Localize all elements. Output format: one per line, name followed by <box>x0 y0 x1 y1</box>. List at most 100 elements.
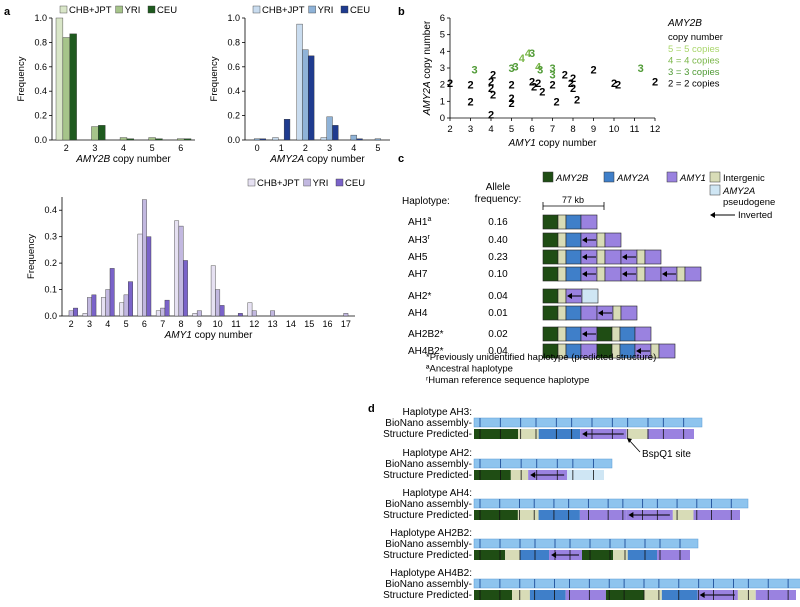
legend-entry: 4 = 4 copies <box>668 56 720 67</box>
segment-I <box>596 266 606 282</box>
y-tick-label: 0.2 <box>227 111 240 121</box>
allele-frequency: 0.02 <box>488 329 508 340</box>
segment-2B <box>542 232 559 248</box>
x-tick-label: 8 <box>179 319 184 329</box>
footnote: *Previously unidentified haplotype (pred… <box>426 352 656 363</box>
scatter-point: 2 <box>508 93 514 105</box>
legend-label: CHB+JPT <box>69 5 112 16</box>
predicted-label: Structure Predicted- <box>383 510 472 521</box>
segment-2A <box>565 266 582 282</box>
scatter-point: 3 <box>508 63 514 75</box>
bar-yri <box>62 37 70 141</box>
panel-label-a: a <box>4 6 11 18</box>
allele-frequency: 0.16 <box>488 217 508 228</box>
scatter-point: 2 <box>508 80 514 92</box>
y-axis-label: Frequency <box>209 56 220 101</box>
scatter-point: 2 <box>488 83 494 95</box>
panel-label-b: b <box>398 6 405 18</box>
scatter-point: 2 <box>490 90 496 102</box>
bar-yri <box>177 138 185 141</box>
bionano-label: BioNano assembly- <box>385 459 472 470</box>
allele-frequency: 0.40 <box>488 235 508 246</box>
segment-1 <box>604 232 622 248</box>
bar-yri <box>253 138 261 141</box>
legend-label: YRI <box>125 5 141 16</box>
x-axis-label: AMY1 copy number <box>164 330 253 341</box>
scatter-point: 3 <box>472 65 478 77</box>
segment-1 <box>658 343 676 359</box>
x-tick-label: 3 <box>87 319 92 329</box>
bionano-map <box>473 538 699 549</box>
legend-swatch <box>709 171 721 183</box>
bar-yri <box>68 310 74 317</box>
predicted-segment-2A <box>538 510 580 520</box>
bspq1-pointer <box>628 439 641 453</box>
legend-swatch-pseudogene <box>709 184 721 196</box>
inversion-arrowhead <box>582 431 588 437</box>
segment-2A <box>565 326 582 342</box>
y-tick-label: 0.4 <box>44 205 57 215</box>
legend-label: CHB+JPT <box>257 178 300 189</box>
predicted-segment-2A <box>519 550 550 560</box>
bar-chart-amy1: 0.0 0.1 0.2 0.3 0.4 2 3 4 5 6 7 8 9 10 11 12 13 14 15 16 17 F… <box>26 178 365 341</box>
segment-2B <box>542 326 559 342</box>
scatter-point: 2 <box>467 80 473 92</box>
predicted-segment-1 <box>657 550 690 560</box>
bar-yri <box>302 49 309 141</box>
scatter-point: 2 <box>574 95 580 107</box>
x-tick-label: 9 <box>197 319 202 329</box>
haplotype-row: AH5 0.23 <box>408 249 662 265</box>
panel-label-d: d <box>368 403 375 415</box>
y-tick-label: 4 <box>440 46 445 57</box>
haplotype-block: Haplotype AH4:BioNano assembly-Structure… <box>383 488 749 521</box>
bar-ceu <box>356 138 363 141</box>
haplotype-name: AH2* <box>408 291 431 302</box>
inversion-arrowhead <box>582 331 587 337</box>
predicted-segment-2B <box>474 590 513 600</box>
y-tick-label: 0.2 <box>44 258 57 268</box>
segment-2A <box>565 305 582 321</box>
scatter-point: 2 <box>535 78 541 90</box>
bar-chart-amy2b: 0.0 0.2 0.4 0.6 0.8 1.0 2 3 4 5 6 Frequency AMY2B co… <box>16 5 195 165</box>
bar-yri <box>326 116 333 141</box>
x-tick-label: 0 <box>255 143 260 153</box>
bar-yri <box>105 289 111 317</box>
segment-I <box>557 249 567 265</box>
legend-swatch <box>252 5 261 14</box>
scatter-point: 3 <box>638 63 644 75</box>
bar-ceu <box>332 125 339 141</box>
y-tick-label: 0.6 <box>34 62 47 72</box>
legend-swatch <box>335 178 344 187</box>
haplotype-row: AH2* 0.04 <box>408 288 599 304</box>
bar-yri <box>123 294 129 317</box>
haplotype-name-text: AH7 <box>408 269 428 280</box>
y-tick-label: 1 <box>440 96 445 107</box>
scatter-point: 3 <box>537 65 543 77</box>
haplotype-name-text: AH2* <box>408 291 431 302</box>
bar-chb+jpt <box>320 137 327 141</box>
legend-swatch <box>147 5 156 14</box>
predicted-segment-1 <box>755 590 796 600</box>
bspq1-label: BspQ1 site <box>642 449 691 460</box>
predicted-segment-P <box>567 470 604 480</box>
segment-2B <box>542 266 559 282</box>
scatter-point: 3 <box>549 70 555 82</box>
predicted-segment-I <box>518 429 539 439</box>
haplotype-row: AH4B2* 0.04 <box>408 343 676 359</box>
x-tick-label: 5 <box>124 319 129 329</box>
y-axis-label: AMY2A copy number <box>422 20 433 116</box>
y-axis-label: Frequency <box>26 234 37 279</box>
segment-1 <box>644 249 662 265</box>
segment-1 <box>580 214 598 230</box>
inversion-arrowhead <box>530 472 536 478</box>
allele-frequency: 0.04 <box>488 346 508 357</box>
legend-entry: 5 = 5 copies <box>668 44 720 55</box>
bionano-label: BioNano assembly- <box>385 418 472 429</box>
x-tick-label: 11 <box>231 319 240 329</box>
segment-1 <box>580 305 598 321</box>
x-tick-label: 4 <box>121 143 126 153</box>
segment-I <box>557 214 567 230</box>
x-tick-label: 2 <box>64 143 69 153</box>
scatter-point: 3 <box>513 61 519 73</box>
predicted-segment-I <box>672 510 694 520</box>
